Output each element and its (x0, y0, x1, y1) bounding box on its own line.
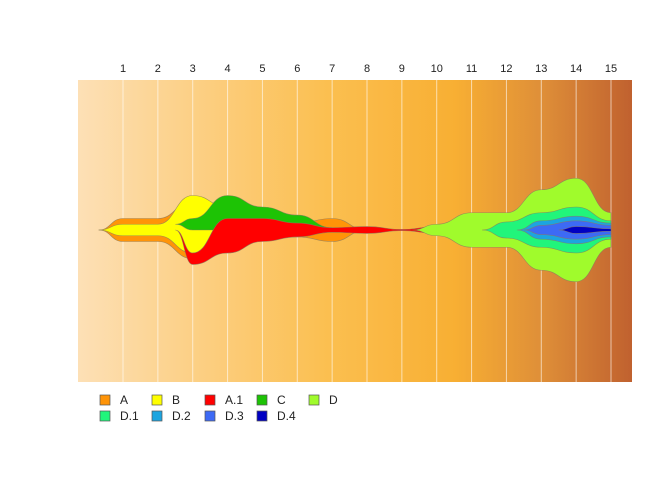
x-tick-label: 5 (259, 63, 265, 75)
x-tick-label: 13 (535, 63, 547, 75)
legend-item-A: A (99, 393, 128, 407)
legend-swatch (256, 394, 268, 406)
legend-item-D-2: D.2 (151, 409, 191, 423)
x-tick-label: 9 (399, 63, 405, 75)
legend-swatch (256, 410, 268, 422)
legend-item-D-3: D.3 (204, 409, 244, 423)
legend-label: D.3 (225, 409, 244, 423)
x-tick-label: 6 (294, 63, 300, 75)
x-tick-label: 4 (225, 63, 231, 75)
legend-item-D-1: D.1 (99, 409, 139, 423)
legend-item-C: C (256, 393, 286, 407)
x-tick-label: 11 (466, 63, 477, 75)
legend-swatch (204, 394, 216, 406)
legend-label: B (172, 393, 180, 407)
legend-label: D.4 (277, 409, 296, 423)
x-tick-label: 1 (120, 63, 126, 75)
legend-swatch (204, 410, 216, 422)
legend-item-D: D (308, 393, 338, 407)
legend-item-A-1: A.1 (204, 393, 243, 407)
legend-swatch (151, 410, 163, 422)
legend-swatch (308, 394, 320, 406)
x-tick-label: 15 (605, 63, 617, 75)
legend-label: D.1 (120, 409, 139, 423)
clone-area-D-4 (558, 226, 612, 234)
clone-areas (98, 177, 612, 283)
legend-label: D (329, 393, 338, 407)
x-tick-label: 7 (329, 63, 335, 75)
x-tick-label: 14 (570, 63, 582, 75)
legend-swatch (99, 410, 111, 422)
legend: A B A.1 C D D.1 D.2 D.3 D.4 (99, 393, 338, 423)
legend-label: C (277, 393, 286, 407)
legend-swatch (99, 394, 111, 406)
legend-label: A (120, 393, 128, 407)
legend-label: A.1 (225, 393, 243, 407)
legend-label: D.2 (172, 409, 191, 423)
legend-item-B: B (151, 393, 180, 407)
x-tick-label: 2 (155, 63, 161, 75)
x-tick-label: 8 (364, 63, 370, 75)
x-tick-label: 12 (500, 63, 512, 75)
legend-swatch (151, 394, 163, 406)
x-tick-label: 10 (431, 63, 443, 75)
x-tick-labels: 1 2 3 4 5 6 7 8 9 10 11 12 13 14 15 (120, 63, 617, 75)
legend-item-D-4: D.4 (256, 409, 296, 423)
x-tick-label: 3 (190, 63, 196, 75)
